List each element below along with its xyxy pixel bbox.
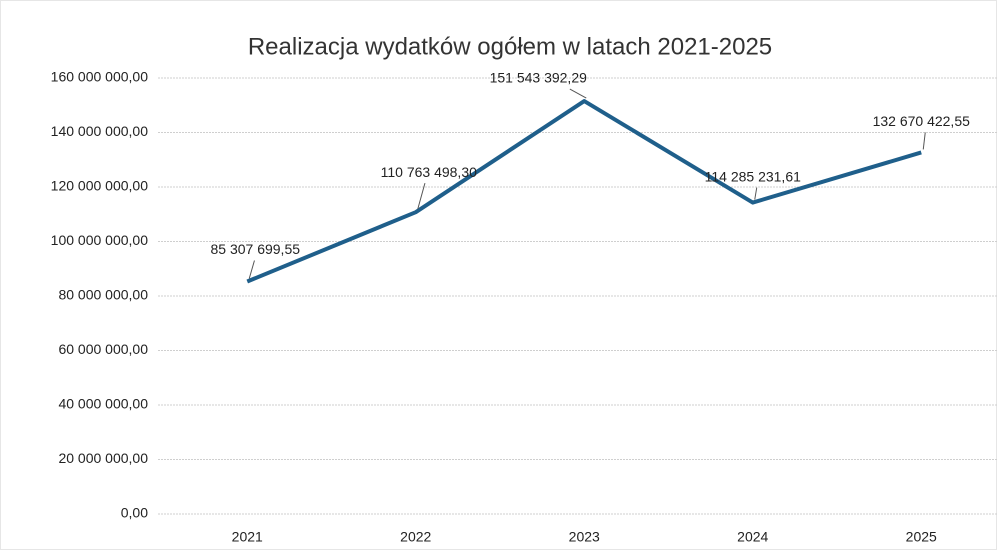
y-tick-label: 80 000 000,00 bbox=[58, 287, 148, 303]
x-tick-label: 2023 bbox=[569, 529, 600, 545]
leader-line bbox=[569, 88, 587, 99]
y-tick-label: 120 000 000,00 bbox=[51, 178, 149, 194]
y-tick-label: 0,00 bbox=[121, 505, 148, 521]
leader-line bbox=[922, 132, 926, 150]
y-tick-label: 140 000 000,00 bbox=[51, 123, 149, 139]
y-tick-label: 60 000 000,00 bbox=[58, 341, 148, 357]
x-tick-label: 2021 bbox=[232, 529, 263, 545]
y-tick-label: 100 000 000,00 bbox=[51, 232, 149, 248]
leader-line bbox=[417, 183, 426, 210]
data-label: 114 285 231,61 bbox=[705, 168, 801, 184]
y-tick-label: 160 000 000,00 bbox=[51, 69, 149, 85]
data-label: 151 543 392,29 bbox=[490, 70, 588, 86]
x-tick-label: 2024 bbox=[737, 529, 768, 545]
leader-line bbox=[248, 260, 255, 279]
data-label: 132 670 422,55 bbox=[873, 113, 971, 129]
x-tick-label: 2022 bbox=[400, 529, 431, 545]
y-tick-label: 20 000 000,00 bbox=[58, 450, 148, 466]
data-line bbox=[246, 99, 922, 284]
data-label: 110 763 498,30 bbox=[381, 164, 477, 180]
chart-title: Realizacja wydatków ogółem w latach 2021… bbox=[248, 33, 772, 60]
data-label: 85 307 699,55 bbox=[210, 241, 300, 257]
y-tick-label: 40 000 000,00 bbox=[58, 396, 148, 412]
x-tick-label: 2025 bbox=[906, 529, 937, 545]
leader-line bbox=[754, 187, 758, 200]
